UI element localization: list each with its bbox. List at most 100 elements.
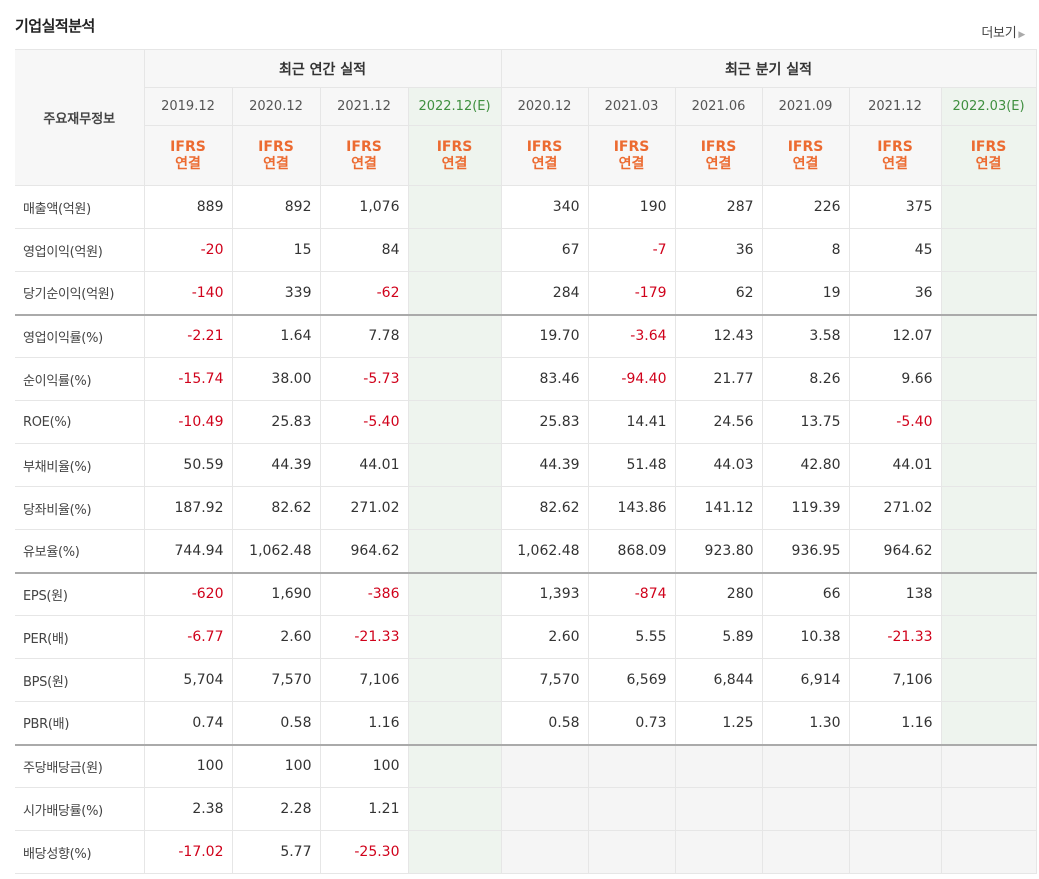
quarter-value-cell: 3.58	[761, 313, 850, 358]
quarter-value-cell	[940, 701, 1037, 745]
ifrs-consolidated-header: IFRS 연결	[143, 125, 233, 186]
annual-group-header: 최근 연간 실적	[143, 49, 502, 88]
annual-value-cell: 271.02	[319, 486, 409, 530]
annual-value-cell: -5.40	[319, 400, 409, 444]
quarter-value-cell: 1,393	[500, 571, 589, 616]
annual-value-cell: 0.74	[143, 701, 233, 745]
quarter-value-cell	[940, 271, 1037, 315]
annual-value-cell: -140	[143, 271, 233, 315]
quarter-value-cell: -94.40	[587, 357, 676, 401]
section-title: 기업실적분석	[15, 17, 95, 35]
annual-value-cell: 100	[319, 743, 409, 788]
quarter-value-cell: 119.39	[761, 486, 850, 530]
annual-period-header: 2022.12(E)	[407, 87, 502, 126]
annual-value-cell	[407, 228, 502, 272]
quarter-value-cell: 14.41	[587, 400, 676, 444]
annual-value-cell: -620	[143, 571, 233, 616]
annual-value-cell: 38.00	[231, 357, 321, 401]
annual-value-cell: -21.33	[319, 615, 409, 659]
table-row: 시가배당률(%) 2.38 2.28 1.21	[15, 787, 1037, 831]
annual-value-cell: -17.02	[143, 830, 233, 874]
quarter-value-cell: 44.01	[848, 443, 942, 487]
annual-value-cell	[407, 357, 502, 401]
ifrs-consolidated-header: IFRS 연결	[940, 125, 1037, 186]
quarter-value-cell: 340	[500, 185, 589, 229]
row-label: 당좌비율(%)	[15, 486, 145, 530]
row-label: ROE(%)	[15, 400, 145, 444]
empty-cell	[587, 787, 676, 831]
quarter-value-cell: 284	[500, 271, 589, 315]
ifrs-consolidated-header: IFRS 연결	[848, 125, 942, 186]
quarter-value-cell: 42.80	[761, 443, 850, 487]
consolidated-label: 연결	[175, 155, 201, 172]
table-row: 당좌비율(%) 187.92 82.62 271.02 82.62 143.86 141.1…	[15, 486, 1037, 530]
empty-cell	[500, 787, 589, 831]
more-link[interactable]: 더보기 ▶	[981, 22, 1025, 41]
annual-value-cell: 44.39	[231, 443, 321, 487]
annual-value-cell: 2.38	[143, 787, 233, 831]
annual-value-cell	[407, 400, 502, 444]
quarter-value-cell	[940, 658, 1037, 702]
annual-value-cell: 1.16	[319, 701, 409, 745]
row-label: 당기순이익(억원)	[15, 271, 145, 315]
annual-value-cell: 2.60	[231, 615, 321, 659]
consolidated-label: 연결	[531, 155, 558, 172]
empty-cell	[848, 743, 942, 788]
ifrs-consolidated-header: IFRS 연결	[231, 125, 321, 186]
empty-cell	[674, 830, 763, 874]
annual-value-cell	[407, 615, 502, 659]
quarter-value-cell	[940, 443, 1037, 487]
annual-value-cell: 44.01	[319, 443, 409, 487]
quarter-value-cell: 7,570	[500, 658, 589, 702]
quarter-value-cell: -21.33	[848, 615, 942, 659]
quarter-value-cell	[940, 357, 1037, 401]
annual-value-cell: 5,704	[143, 658, 233, 702]
row-label: 순이익률(%)	[15, 357, 145, 401]
ifrs-label: IFRS	[436, 138, 473, 155]
quarter-value-cell: 6,844	[674, 658, 763, 702]
financial-summary-table: 주요재무정보 최근 연간 실적 최근 분기 실적 2019.12 2020.12 2…	[15, 49, 1037, 874]
annual-value-cell	[407, 787, 502, 831]
ifrs-label: IFRS	[877, 138, 913, 155]
ifrs-consolidated-header: IFRS 연결	[500, 125, 589, 186]
quarter-value-cell: 8.26	[761, 357, 850, 401]
corner-header: 주요재무정보	[15, 49, 145, 186]
empty-cell	[940, 830, 1037, 874]
quarter-value-cell: 45	[848, 228, 942, 272]
quarter-value-cell: 271.02	[848, 486, 942, 530]
ifrs-consolidated-header: IFRS 연결	[761, 125, 850, 186]
quarter-value-cell: 1.30	[761, 701, 850, 745]
quarter-value-cell: 141.12	[674, 486, 763, 530]
table-row: 매출액(억원) 889 892 1,076 340 190 287 226 375	[15, 185, 1037, 229]
annual-value-cell	[407, 743, 502, 788]
row-label: 부채비율(%)	[15, 443, 145, 487]
table-row: 순이익률(%) -15.74 38.00 -5.73 83.46 -94.40 21.77 8…	[15, 357, 1037, 401]
ifrs-label: IFRS	[613, 138, 650, 155]
row-label: 영업이익률(%)	[15, 313, 145, 358]
annual-value-cell	[407, 185, 502, 229]
empty-cell	[500, 830, 589, 874]
annual-value-cell	[407, 658, 502, 702]
quarter-value-cell: 66	[761, 571, 850, 616]
annual-value-cell: 892	[231, 185, 321, 229]
quarter-value-cell: 287	[674, 185, 763, 229]
quarter-value-cell: 10.38	[761, 615, 850, 659]
table-row: 당기순이익(억원) -140 339 -62 284 -179 62 19 36	[15, 271, 1037, 315]
consolidated-label: 연결	[441, 155, 468, 172]
annual-value-cell: -10.49	[143, 400, 233, 444]
empty-cell	[674, 743, 763, 788]
empty-cell	[587, 830, 676, 874]
ifrs-label: IFRS	[970, 138, 1007, 155]
annual-period-header: 2020.12	[231, 87, 321, 126]
annual-value-cell: 15	[231, 228, 321, 272]
quarter-value-cell: 25.83	[500, 400, 589, 444]
empty-cell	[587, 743, 676, 788]
annual-value-cell: 2.28	[231, 787, 321, 831]
quarter-period-header: 2021.09	[761, 87, 850, 126]
quarter-value-cell: 1.25	[674, 701, 763, 745]
quarter-value-cell: -7	[587, 228, 676, 272]
quarter-value-cell	[940, 615, 1037, 659]
quarter-value-cell: -874	[587, 571, 676, 616]
ifrs-consolidated-header: IFRS 연결	[674, 125, 763, 186]
quarter-value-cell: 19.70	[500, 313, 589, 358]
